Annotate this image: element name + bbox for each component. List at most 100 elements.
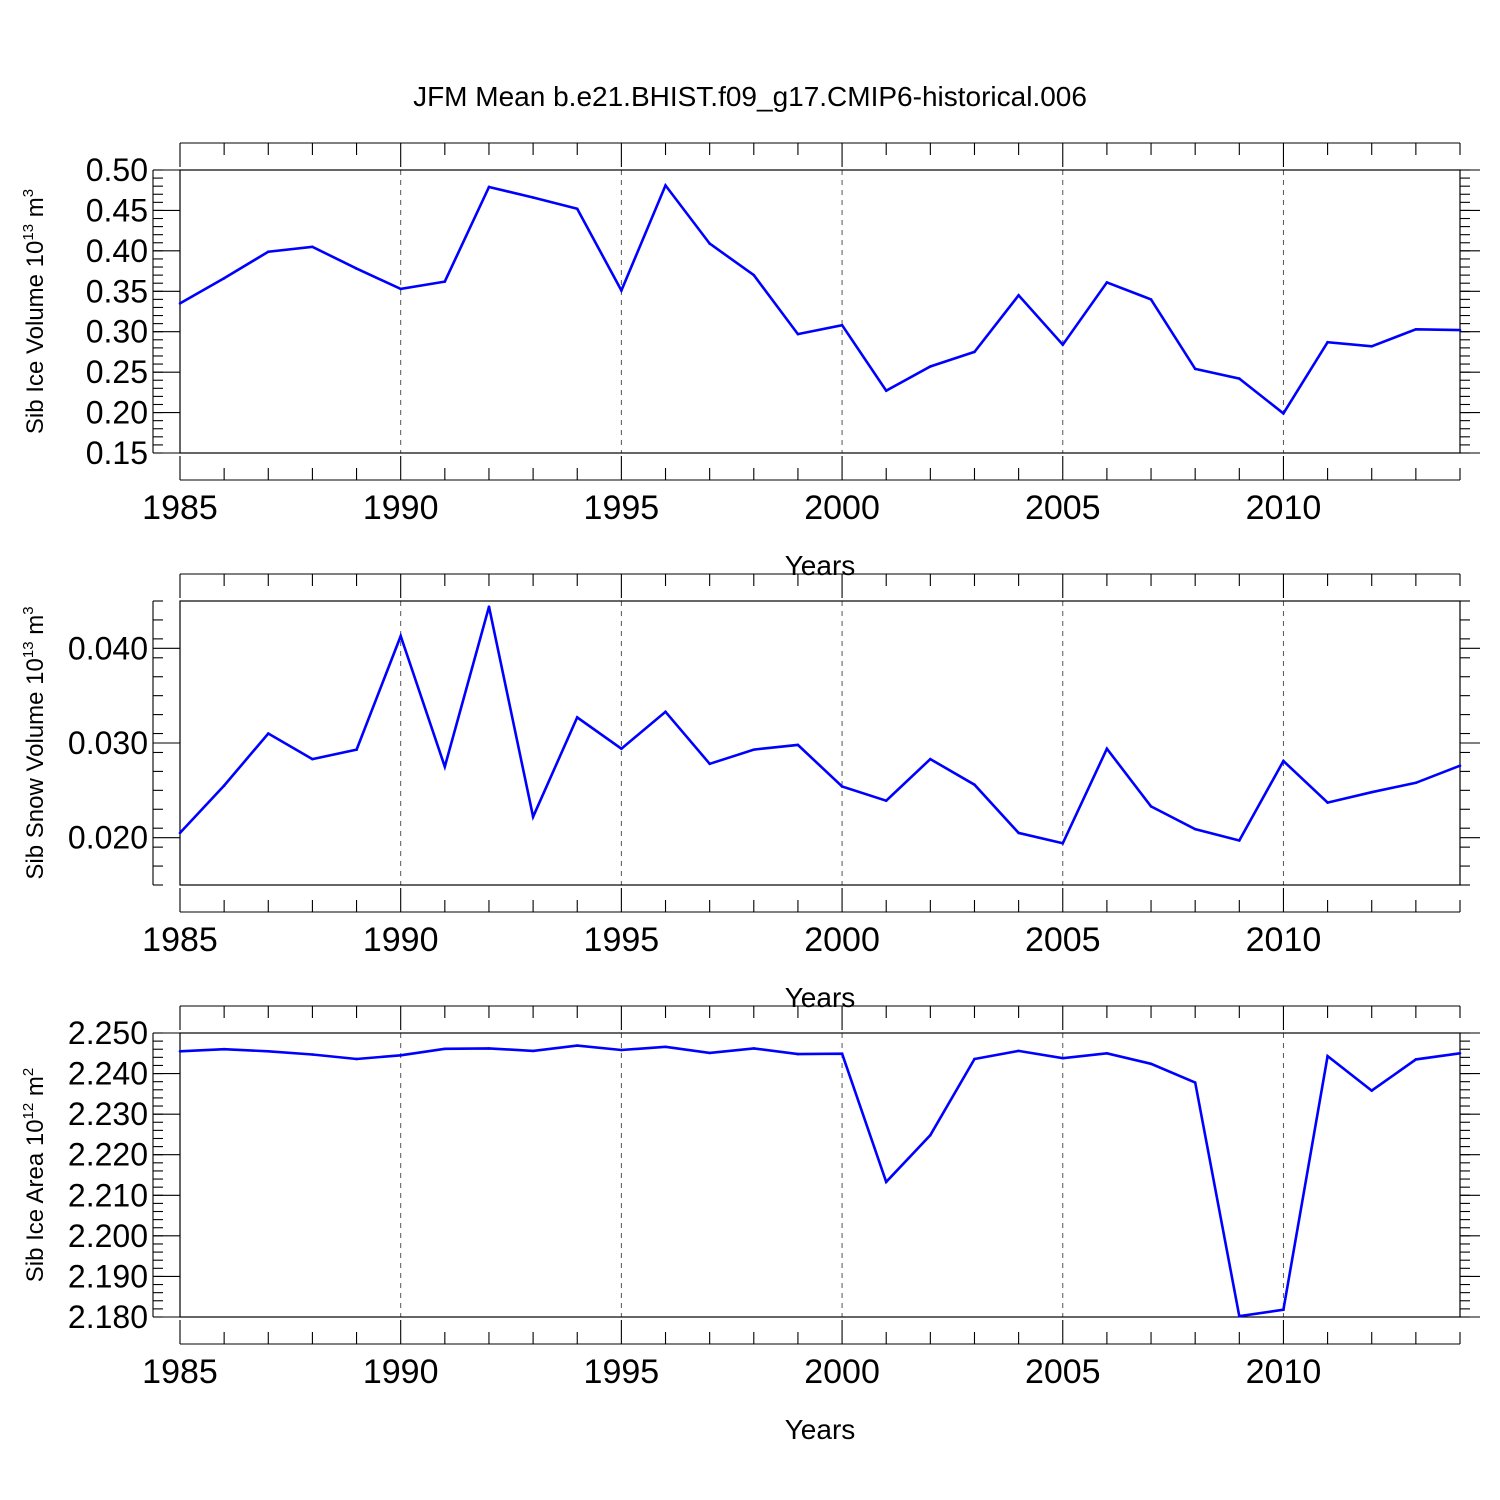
data-point [1105,281,1109,284]
data-point [531,196,535,199]
y-tick-label: 2.200 [68,1218,148,1254]
data-point [222,277,226,280]
x-tick-label: 2000 [804,489,880,527]
x-tick-label: 2010 [1246,489,1322,527]
data-point [796,743,800,747]
data-point [178,831,182,835]
data-point [1017,831,1020,835]
series-line [179,606,1461,845]
y-tick-label: 0.45 [86,192,148,228]
data-point [620,1048,623,1052]
panel-3: 1985 1990 1995 2000 2005 2010 2.180 2.190 2.200 2… [20,1005,1480,1445]
y-tick-label: 2.230 [68,1096,148,1132]
y-tick-label: 0.030 [68,725,148,761]
panel-2: 1985 1990 1995 2000 2005 2010 0.020 0.030 0.040 Y… [20,573,1480,1013]
data-point [664,184,667,187]
y-tick-label: 2.180 [68,1299,148,1335]
data-point [487,185,491,189]
x-tick-label: 2005 [1025,1353,1101,1391]
data-point [1105,1051,1109,1055]
data-point [531,1049,535,1053]
data-point [884,799,888,803]
data-point [929,757,932,761]
data-point [355,1057,358,1061]
data-point [1017,294,1020,297]
x-tick-label: 2000 [804,921,880,959]
data-point [796,1052,800,1056]
data-point [311,1053,314,1056]
data-point [1414,327,1418,331]
plot-frame [179,169,1461,454]
data-point [1326,340,1329,344]
x-tick-label: 2005 [1025,921,1101,959]
y-tick-label: 2.190 [68,1258,148,1294]
data-point [1238,839,1241,842]
data-point [1326,1054,1329,1058]
data-point [664,1045,667,1049]
data-point [796,332,800,336]
plot-frame [179,1032,1461,1318]
y-axis-label: Sib Ice Volume 1013 m3 [20,189,49,434]
x-tick-label: 1985 [142,921,218,959]
x-tick-label: 1995 [584,1353,660,1391]
panels-container: 1985 1990 1995 2000 2005 2010 0.15 0.20 0.25 0.30… [20,142,1480,1445]
data-point [399,1054,402,1057]
y-axis-label: Sib Ice Area 1012 m2 [20,1068,49,1282]
data-point [1149,805,1153,808]
series-line [179,182,1461,416]
data-point [575,207,579,211]
x-tick-label: 2005 [1025,489,1101,527]
x-tick-label: 2010 [1246,1353,1322,1391]
data-point [1061,343,1065,346]
data-point [973,783,976,786]
data-point [708,1051,711,1055]
data-point [752,273,756,277]
data-point [266,732,270,735]
data-point [222,1047,226,1051]
data-point [178,1049,182,1053]
data-point [840,1052,844,1055]
data-point [266,1049,270,1053]
data-point [1238,1314,1241,1318]
data-point [222,784,226,787]
y-tick-label: 0.35 [86,273,148,309]
y-tick-label: 2.250 [68,1015,148,1051]
x-tick-label: 1995 [584,489,660,527]
x-tick-label: 1985 [142,1353,218,1391]
x-axis-label: Years [785,982,856,1013]
data-point [531,815,535,819]
data-point [1414,1058,1418,1061]
data-point [840,785,844,788]
data-point [487,1047,491,1050]
data-point [575,1044,579,1047]
data-point [399,634,402,638]
data-point [1458,764,1462,768]
data-point [973,1057,976,1061]
x-tick-label: 1990 [363,921,439,959]
data-point [399,287,402,291]
data-point [443,280,447,283]
data-point [1458,1051,1462,1055]
data-point [178,302,182,305]
y-axis-label: Sib Snow Volume 1013 m3 [20,606,49,879]
x-tick-label: 1985 [142,489,218,527]
data-point [575,716,579,719]
data-point [752,1047,756,1050]
x-tick-label: 1990 [363,1353,439,1391]
data-point [355,748,358,751]
data-point [884,389,888,393]
data-point [884,1180,888,1184]
data-point [1282,412,1285,415]
y-tick-label: 0.040 [68,630,148,666]
data-point [1149,298,1153,301]
data-point [1282,1308,1285,1311]
data-point [443,765,447,768]
data-point [664,710,667,714]
y-tick-label: 2.240 [68,1056,148,1092]
data-point [355,267,358,270]
y-tick-label: 0.30 [86,314,148,350]
x-tick-label: 1995 [584,921,660,959]
x-axis-label: Years [785,1414,856,1445]
data-point [620,289,623,292]
y-tick-label: 2.210 [68,1177,148,1213]
